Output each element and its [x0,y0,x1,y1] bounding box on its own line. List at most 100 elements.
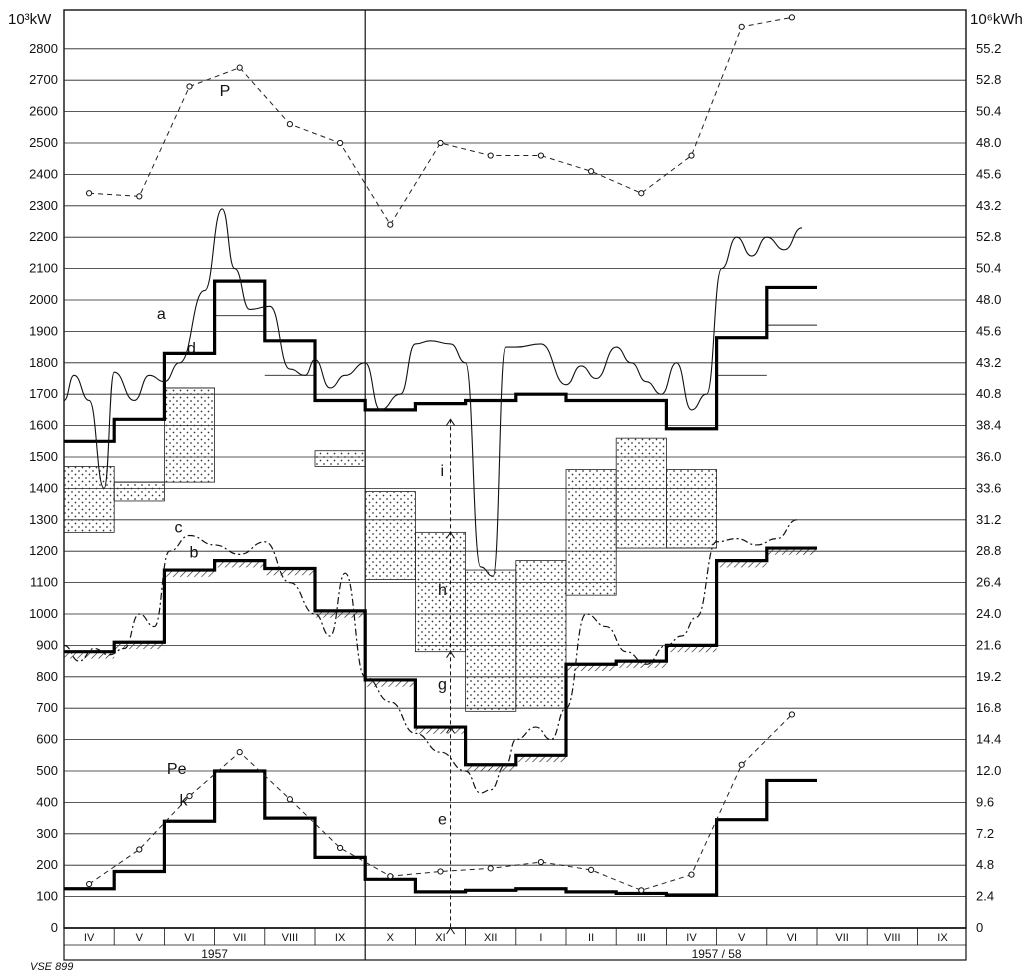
right-tick-label: 43.2 [976,355,1001,370]
series-P-point [236,64,243,71]
series-P-point [86,190,93,197]
left-tick-label: 2100 [29,261,58,276]
curve-label-h: h [438,582,447,599]
measure-arrow [446,650,455,658]
right-tick-label: 50.4 [976,261,1001,276]
band-segment-winter [666,469,718,549]
series-k-step [64,769,817,897]
series-Pe-point [186,793,193,800]
left-tick-label: 400 [36,794,58,809]
hatch-ground [666,645,717,653]
right-tick-label: 52.8 [976,229,1001,244]
series-Pe-point [337,844,344,852]
left-tick-label: 100 [36,889,58,904]
right-tick-label: 52.8 [976,72,1001,87]
band-segment-winter [615,437,667,549]
series-P-point [688,152,695,159]
curve-label-e: e [438,811,447,828]
left-tick-label: 1000 [29,606,58,621]
band-segment-summer [63,466,115,533]
month-label: X [387,932,395,944]
right-tick-label: 31.2 [976,512,1001,527]
curve-label-P: P [220,83,231,100]
left-tick-label: 900 [36,637,58,652]
month-label: III [637,932,646,944]
hatch-ground [64,651,115,659]
month-strip-frame [63,927,967,961]
right-tick-label: 9.6 [976,794,994,809]
series-d-step [64,279,817,443]
left-tick-label: 1400 [29,480,58,495]
right-axis-unit: 10⁶kWh [970,11,1023,28]
left-tick-label: 600 [36,732,58,747]
month-label: V [738,932,746,944]
series-Pe-point [588,866,595,874]
hatch-ground [214,560,265,568]
left-tick-label: 2700 [29,72,58,87]
series-a-curve [63,208,803,577]
month-label: VIII [282,932,299,944]
left-axis-unit: 10³kW [8,11,52,28]
hatch-ground [465,764,516,772]
measure-arrow [446,726,455,734]
series-P-point [337,139,344,147]
right-axis-ticks: 0 2.4 4.8 7.2 9.6 12.0 14.4 16.8 19.2 21.6 24.0 26.… [976,41,1001,935]
left-tick-label: 2300 [29,198,58,213]
year-label: 1957 [201,947,228,961]
curve-label-k: k [179,793,188,810]
figure-code: VSE 899 [30,961,73,973]
series-c-curve [63,519,798,794]
band-segment-summer [314,450,366,467]
curve-label-c: c [174,519,182,536]
left-tick-label: 2500 [29,135,58,150]
left-tick-label: 200 [36,857,58,872]
band-segment-winter [364,491,416,580]
series-Pe-point [638,887,645,894]
right-tick-label: 45.6 [976,323,1001,338]
left-tick-label: 1200 [29,543,58,558]
left-tick-label: 1600 [29,418,58,433]
series-P-point [788,14,796,21]
month-label: IX [937,932,948,944]
left-axis-ticks: 0 100 200 300 400 500 600 700 800 900 1000 1100 1200… [29,41,58,935]
right-tick-label: 21.6 [976,637,1001,652]
series-Pe-point [738,761,745,768]
right-tick-label: 2.4 [976,889,994,904]
right-tick-label: 43.2 [976,198,1001,213]
left-tick-label: 2200 [29,229,58,244]
measure-arrow [446,531,455,539]
month-label: XI [435,932,445,944]
left-tick-label: 700 [36,700,58,715]
month-label: VI [787,932,797,944]
right-tick-label: 14.4 [976,732,1001,747]
series-P-point [186,83,193,90]
right-tick-label: 48.0 [976,292,1001,307]
right-tick-label: 26.4 [976,575,1001,590]
series-P-point [286,121,293,128]
series-Pe-point [136,846,143,853]
series-P-point [487,152,494,159]
hatch-ground [365,679,416,687]
curve-label-i: i [441,463,445,480]
grid [63,9,967,960]
band-segment-winter [515,560,567,709]
right-tick-label: 40.8 [976,386,1001,401]
hatch-ground [716,560,767,568]
band-segment-summer [163,387,215,483]
month-label: IV [84,932,95,944]
year-label: 1957 / 58 [692,947,742,961]
series-b-step [64,546,817,767]
month-strip: IV V VI VII VIII IX X XI XII I II III IV V VI VII VIII IX… [63,927,967,961]
series-Pe-point [437,868,444,875]
series-Pe-point [387,873,394,880]
right-tick-label: 50.4 [976,104,1001,119]
curve-label-b: b [190,544,199,561]
right-tick-label: 28.8 [976,543,1001,558]
band-segment-summer [113,481,165,502]
curve-label-a: a [157,306,166,323]
series-P-point [738,23,745,30]
left-tick-label: 1300 [29,512,58,527]
month-label: XII [484,932,497,944]
month-label: VI [184,932,194,944]
